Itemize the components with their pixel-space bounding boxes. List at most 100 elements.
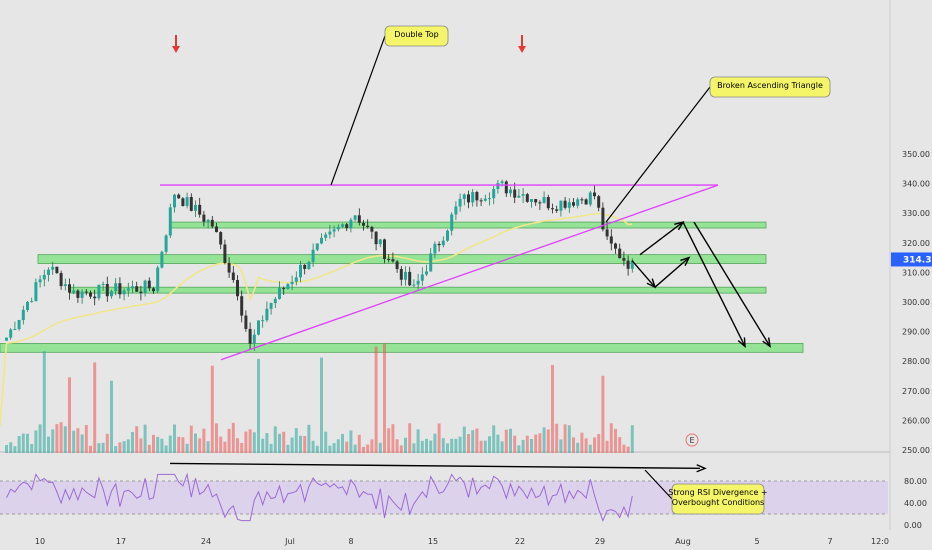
candle-body [383,239,386,259]
candle-body [559,200,563,211]
candle [181,197,185,207]
volume-bar [563,424,567,453]
volume-bar [530,439,533,453]
candle-body [597,196,601,208]
candle [362,219,365,231]
candle [307,260,311,270]
candle [378,238,382,248]
candle [131,280,134,294]
volume-bar [13,446,17,453]
candle [387,254,391,263]
double-top-callout: Double Top [330,25,449,186]
candle [555,205,559,213]
candle [609,229,613,251]
volume-bar [626,446,630,453]
volume-bar [118,442,122,453]
price-tick-label: 330.00 [902,209,930,218]
candle-body [252,334,256,344]
candle [110,289,113,299]
candle-body [299,264,302,278]
candle-body [105,283,109,297]
volume-bar [500,441,504,453]
volume-bar [273,426,277,453]
candle-body [366,225,370,227]
volume-bar [408,423,412,453]
candle-body [546,197,550,209]
candle [563,197,567,210]
volume-bar [387,428,391,453]
candle-body [126,288,130,291]
candle [9,328,13,340]
candle-body [248,328,252,344]
candle-body [269,303,273,309]
candle [164,234,168,254]
candle-body [223,244,227,263]
candle [567,198,571,213]
candle [433,241,437,258]
rsi-tick-label: 80.00 [904,477,927,486]
price-tick-label: 310.00 [902,268,930,277]
volume-bar [215,423,218,453]
candle-body [101,283,105,285]
candle [462,193,466,206]
volume-bar [168,435,172,453]
candle-body [450,214,454,231]
volume-bar [76,428,80,453]
candle [265,301,269,323]
rsi-divergence-callout: Strong RSI Divergence +Overbought Condit… [644,469,768,515]
candle [55,266,59,274]
candle-body [47,269,50,275]
candle [328,224,332,239]
projection-arrow-head [680,256,691,266]
candle [160,250,164,269]
candle [441,236,445,248]
candle-body [341,224,344,227]
candle [63,278,67,291]
candle [521,187,525,203]
time-tick-label: 17 [116,537,126,546]
volume-bar [328,445,332,453]
volume-bar [80,434,84,453]
candle-body [324,234,328,238]
candle [471,188,475,207]
volume-bar [441,438,445,453]
candle [219,231,223,250]
volume-bar [366,444,370,453]
volume-bar [555,423,559,453]
candle [559,200,563,217]
candle-body [273,298,277,304]
volume-bar [9,442,13,453]
candle-body [139,291,143,294]
volume-bar [467,434,470,453]
candle-body [458,198,462,207]
volume-bar [370,439,374,453]
candle-body [357,215,361,223]
top-marker-arrow-head [518,46,526,53]
volume-bar [509,428,512,453]
volume-bar [244,431,248,453]
candle [210,215,214,229]
candle-body [177,194,181,199]
volume-bar [542,427,546,453]
candle [450,212,454,236]
candle-body [504,181,508,194]
volume-bar [404,437,407,453]
candle-body [332,229,336,232]
callout-label: Overbought Conditions [672,498,764,507]
candle-body [521,194,525,196]
candle [206,218,210,229]
volume-bar [269,443,273,453]
volume-bar [320,357,323,453]
candle [257,320,260,336]
candle [101,281,105,291]
candle [244,310,248,332]
volume-bar [210,365,214,453]
volume-bar [156,436,160,453]
candle [38,275,42,288]
candle-body [370,226,374,232]
callout-box [384,25,449,47]
candle-body [210,219,214,227]
candle-body [609,236,613,244]
candle-body [265,308,269,321]
volume-bar [223,441,227,453]
